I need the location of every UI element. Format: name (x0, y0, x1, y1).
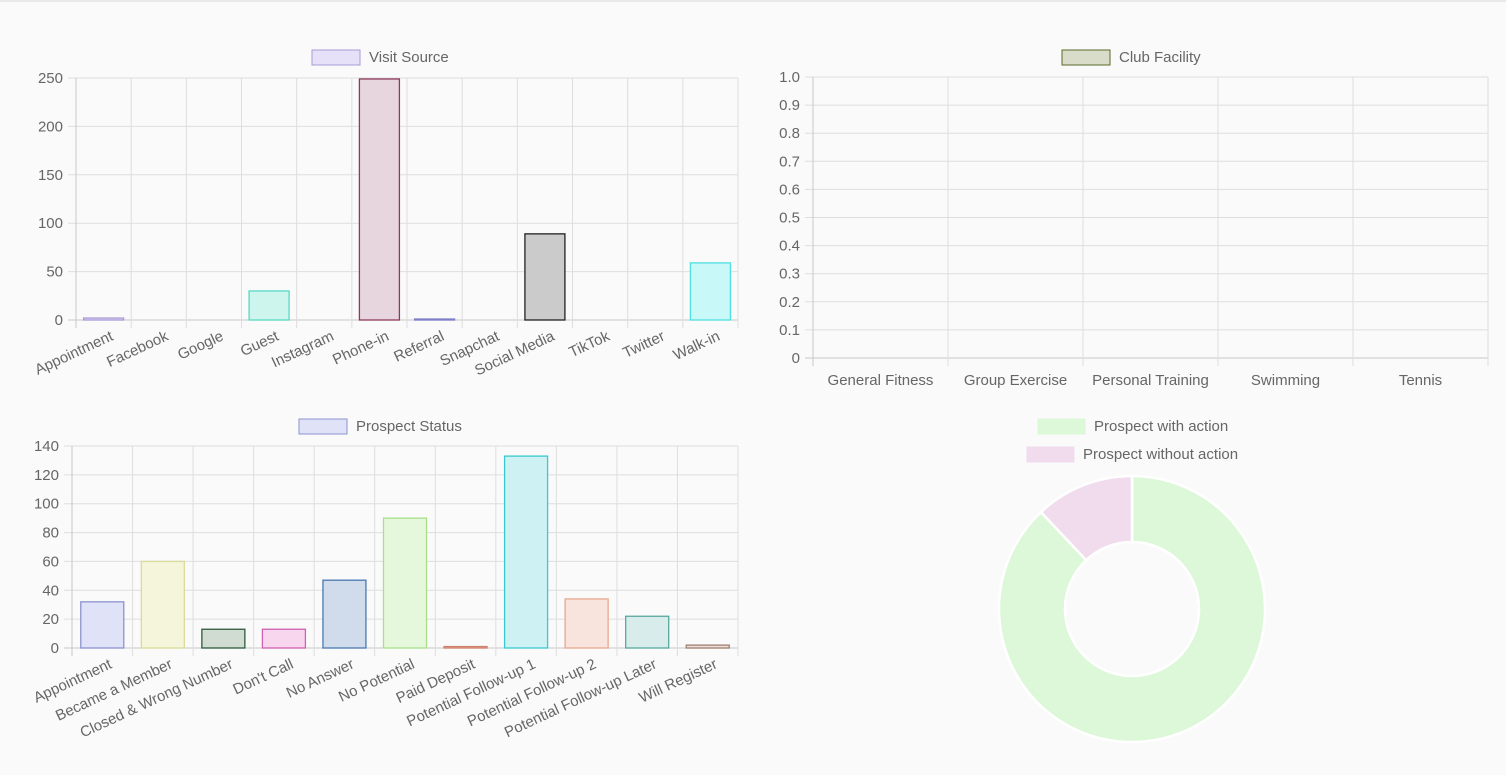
y-tick-label: 0.1 (779, 322, 800, 339)
y-tick-label: 120 (34, 467, 59, 484)
y-tick-label: 20 (42, 611, 59, 628)
y-tick-label: 100 (34, 496, 59, 513)
bar-no-answer[interactable] (322, 579, 367, 649)
y-tick-label: 250 (38, 70, 63, 87)
y-tick-label: 0.4 (779, 238, 800, 255)
bar-no-potential[interactable] (382, 517, 428, 649)
x-tick-label: Personal Training (1092, 372, 1209, 389)
y-tick-label: 150 (38, 167, 63, 184)
bar-appointment[interactable] (80, 601, 125, 649)
bar-potential-follow-up-later[interactable] (625, 615, 670, 649)
x-tick-label: Phone-in (330, 328, 392, 369)
legend[interactable]: Prospect Status (298, 418, 462, 435)
bar-closed-wrong-number[interactable] (201, 628, 246, 649)
x-tick-label: Group Exercise (964, 372, 1067, 389)
x-tick-label: General Fitness (828, 372, 934, 389)
bar-potential-follow-up-2[interactable] (564, 598, 609, 649)
x-tick-label: Swimming (1251, 372, 1320, 389)
y-tick-label: 0 (55, 312, 63, 329)
legend-swatch (298, 418, 348, 435)
y-tick-label: 0.2 (779, 294, 800, 311)
x-tick-label: Referral (391, 328, 447, 366)
legend-item[interactable]: Prospect without action (1026, 446, 1238, 463)
y-tick-label: 50 (46, 264, 63, 281)
y-tick-label: 0 (792, 350, 800, 367)
x-tick-label: Tennis (1399, 372, 1442, 389)
slice-with-action[interactable] (997, 474, 1267, 744)
y-tick-label: 80 (42, 525, 59, 542)
legend-swatch (1061, 49, 1111, 66)
bar-chart-2: Prospect Status020406080100120140Appoint… (31, 418, 739, 741)
y-tick-label: 0.8 (779, 125, 800, 142)
bar-guest[interactable] (248, 290, 290, 321)
bar-appointment[interactable] (82, 317, 125, 321)
x-tick-label: Google (175, 328, 226, 364)
x-tick-label: Instagram (269, 328, 337, 372)
doughnut-chart: Prospect with action Prospect without act… (997, 418, 1267, 744)
y-tick-label: 0.6 (779, 181, 800, 198)
legend-label: Prospect with action (1094, 418, 1228, 435)
y-tick-label: 0.3 (779, 266, 800, 283)
y-tick-label: 100 (38, 215, 63, 232)
x-tick-label: Facebook (104, 327, 171, 370)
legend-swatch (311, 49, 361, 66)
y-tick-label: 40 (42, 582, 59, 599)
legend[interactable]: Club Facility (1061, 49, 1201, 66)
legend-item[interactable]: Prospect with action (1037, 418, 1228, 435)
bar-will-register[interactable] (685, 644, 730, 649)
y-tick-label: 0.7 (779, 153, 800, 170)
x-tick-label: Twitter (620, 328, 667, 362)
y-tick-label: 140 (34, 438, 59, 455)
bar-referral[interactable] (413, 318, 456, 321)
bar-social-media[interactable] (524, 233, 566, 321)
x-tick-label: Appointment (32, 327, 116, 378)
y-tick-label: 0 (51, 640, 59, 657)
bar-don-t-call[interactable] (261, 628, 307, 649)
bar-paid-deposit[interactable] (443, 645, 488, 649)
x-tick-label: Walk-in (671, 328, 723, 364)
legend-label: Prospect Status (356, 418, 462, 435)
slice-without-action[interactable] (1039, 474, 1134, 562)
bar-phone-in[interactable] (358, 78, 401, 321)
legend[interactable]: Visit Source (311, 49, 449, 66)
legend-swatch (1037, 418, 1086, 435)
bar-chart-1: Club Facility 0 0.1 0.2 0.3 0.4 0.5 0.6 0.7 0.8 0.… (779, 49, 1489, 389)
y-tick-label: 200 (38, 118, 63, 135)
bar-walk-in[interactable] (689, 262, 732, 321)
bar-chart-0: Visit Source 0 50 100 150 200 250 AppointmentFa… (32, 49, 739, 379)
top-divider (0, 0, 1506, 2)
y-tick-label: 1.0 (779, 69, 800, 86)
bar-became-a-member[interactable] (140, 560, 185, 649)
bar-potential-follow-up-1[interactable] (503, 455, 549, 649)
legend-label: Club Facility (1119, 49, 1201, 66)
x-tick-label: TikTok (566, 327, 612, 361)
legend-label: Prospect without action (1083, 446, 1238, 463)
legend-swatch (1026, 446, 1075, 463)
y-tick-label: 0.9 (779, 97, 800, 114)
y-tick-label: 0.5 (779, 210, 800, 227)
y-tick-label: 60 (42, 553, 59, 570)
legend-label: Visit Source (369, 49, 449, 66)
